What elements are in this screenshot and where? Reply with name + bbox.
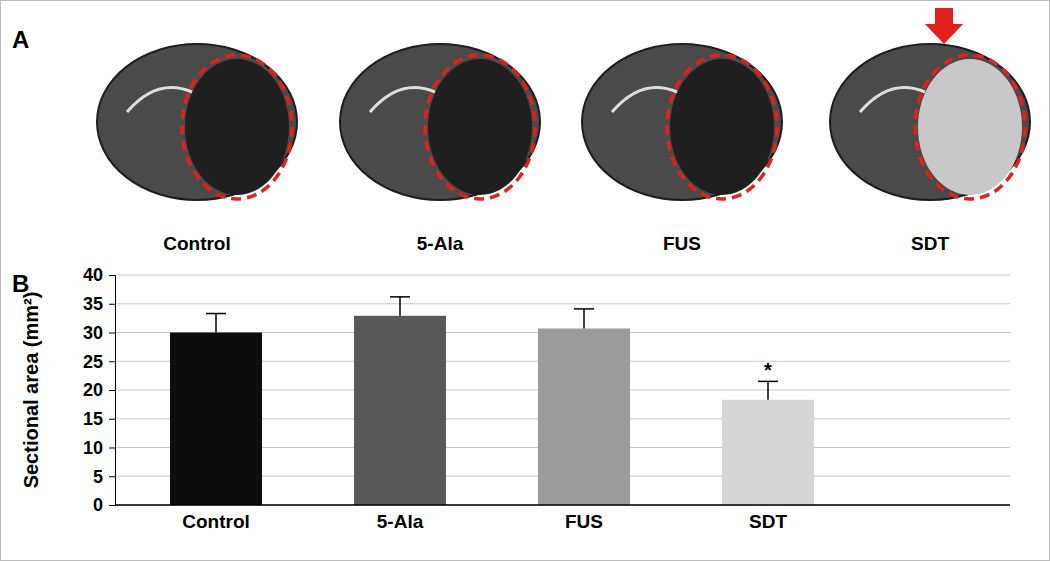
brain-structure [370,88,435,113]
panel-a: Control 5-Ala FUS SDT [97,8,1030,254]
error-stem [215,314,217,333]
tumor-outline [425,55,535,199]
y-tick: 15 [83,409,115,429]
x-tick: Control [182,505,250,532]
y-tick-label: 40 [83,265,103,285]
y-tick-label: 0 [93,495,103,515]
grid-line [115,303,1010,304]
error-cap [206,313,226,315]
y-tick: 35 [83,294,115,314]
x-tick: FUS [565,505,603,532]
error-bar [206,314,226,333]
brain-structure [860,88,925,113]
x-tick-label: SDT [749,511,787,532]
image-label: 5-Ala [417,233,464,254]
tumor-outline [915,55,1025,199]
significance-marker: * [764,359,772,381]
bar [170,333,262,506]
y-axis: 0 5 10 15 20 25 30 35 40 [83,265,116,515]
error-cap [574,308,594,310]
y-tick-label: 30 [83,323,103,343]
brain-section [97,44,297,200]
y-axis-line [109,276,116,506]
y-tick: 25 [83,352,115,372]
y-tick: 10 [83,438,115,458]
y-tick-label: 35 [83,294,103,314]
x-tick-label: FUS [565,511,603,532]
image-label: Control [163,233,231,254]
x-tick-label: 5-Ala [377,511,424,532]
brain-section [830,8,1030,200]
y-tick: 5 [93,467,115,487]
tumor-outline [182,55,292,199]
y-tick-mark [109,419,115,420]
bar [538,328,630,505]
error-stem [399,297,401,316]
y-tick-mark [109,361,115,362]
y-tick-mark [109,505,115,506]
y-tick-mark [109,476,115,477]
y-tick: 0 [93,495,115,515]
image-label: FUS [663,233,701,254]
panel-b: 0 5 10 15 20 25 30 35 40 Control 5-Ala FUS SDT Sectio… [20,265,1010,532]
grid-line [115,505,1010,506]
y-tick-mark [109,304,115,305]
brain-outline [830,44,1030,200]
y-tick-mark [109,448,115,449]
y-tick-mark [109,333,115,334]
x-tick-label: Control [182,511,250,532]
x-axis-line [115,504,1010,506]
brain-outline [97,44,297,200]
y-tick: 30 [83,323,115,343]
y-tick-label: 5 [93,467,103,487]
y-tick-mark [109,390,115,391]
y-tick-label: 20 [83,380,103,400]
brain-section [582,44,782,200]
brain-outline [340,44,540,200]
y-axis-title: Sectional area (mm²) [20,292,42,489]
tumor-region [670,59,774,195]
brain-outline [582,44,782,200]
brain-section [340,44,540,200]
error-stem [767,381,769,399]
x-tick: 5-Ala [377,505,424,532]
y-tick-mark [109,275,115,276]
panel-label: A [12,26,29,53]
error-bar [390,297,410,316]
brain-structure [127,88,192,113]
y-tick-label: 15 [83,409,103,429]
figure-frame [1,1,1050,561]
bar [722,400,814,505]
error-bar [758,381,778,399]
x-axis: Control 5-Ala FUS SDT [182,505,787,532]
figure: AControl5-AlaFUSSDTB0510152025303540Cont… [0,0,1050,561]
y-tick: 20 [83,380,115,400]
error-stem [583,309,585,329]
brain-structure [612,88,677,113]
x-tick: SDT [749,505,787,532]
error-cap [390,296,410,298]
tumor-region [185,59,289,195]
y-tick-label: 25 [83,352,103,372]
error-bar [574,309,594,329]
plot-marks [170,297,814,505]
image-label: SDT [911,233,949,254]
tumor-region [918,59,1022,195]
y-tick: 40 [83,265,115,285]
grid [115,275,1010,505]
bar [354,316,446,505]
grid-line [115,275,1010,276]
arrow [925,8,963,44]
tumor-outline [667,55,777,199]
y-tick-label: 10 [83,438,103,458]
tumor-region [428,59,532,195]
